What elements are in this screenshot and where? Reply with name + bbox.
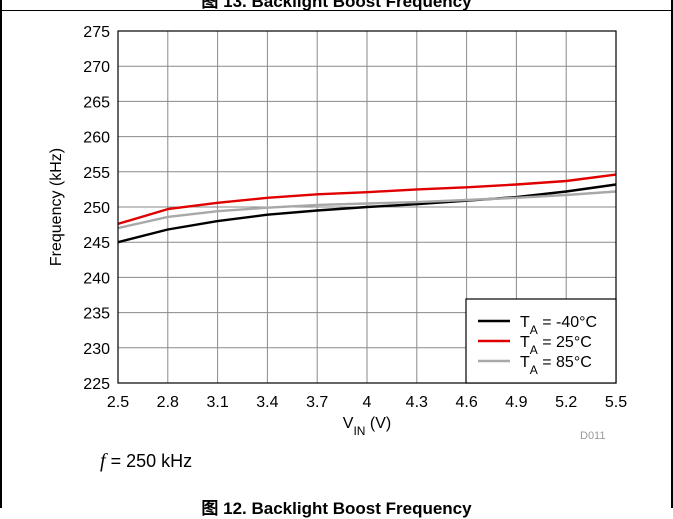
y-tick-label: 265: [83, 94, 110, 111]
x-axis-title: VIN (V): [343, 415, 391, 438]
x-tick-label: 5.2: [555, 394, 577, 411]
condition-note: f = 250 kHz: [100, 450, 192, 473]
x-tick-label: 4.3: [406, 394, 428, 411]
y-tick-label: 240: [83, 270, 110, 287]
y-tick-label: 235: [83, 306, 110, 323]
x-tick-label: 4.6: [455, 394, 477, 411]
legend-label-sub: A: [530, 363, 538, 377]
ticks-layer: 2.5 2.8 3.1 3.4 3.7 4 4.3 4.6 4.9 5.2 5.5 225 230 235…: [83, 24, 627, 411]
frame-left-border: [0, 0, 2, 508]
x-tick-label: 3.4: [256, 394, 278, 411]
x-tick-label: 2.5: [107, 394, 129, 411]
legend-label-main: T: [520, 314, 530, 331]
series-line: [117, 190, 617, 230]
x-axis-title-sub: IN: [353, 424, 365, 438]
x-tick-label: 3.7: [306, 394, 328, 411]
legend-label-sub: A: [530, 343, 538, 357]
y-tick-label: 270: [83, 59, 110, 76]
top-figure-caption: 图 13. Backlight Boost Frequency: [201, 0, 472, 11]
legend-label-sub: A: [530, 323, 538, 337]
x-axis-title-main: V: [343, 415, 354, 432]
x-tick-label: 3.1: [206, 394, 228, 411]
frequency-chart: 2.5 2.8 3.1 3.4 3.7 4 4.3 4.6 4.9 5.2 5.5 225 230 235…: [48, 24, 627, 438]
legend-label: TA = -40°C: [520, 314, 597, 337]
y-tick-label: 225: [83, 376, 110, 393]
x-axis-title-unit: (V): [365, 415, 391, 432]
x-tick-label: 4.9: [505, 394, 527, 411]
y-tick-label: 255: [83, 165, 110, 182]
plot-border: [117, 30, 617, 384]
series-layer: [117, 173, 617, 244]
series-line: [117, 183, 617, 244]
legend: TA = -40°CTA = 25°CTA = 85°C: [465, 298, 617, 384]
y-axis-title: Frequency (kHz): [48, 148, 65, 266]
y-tick-label: 260: [83, 130, 110, 147]
legend-label-rest: = -40°C: [538, 314, 597, 331]
x-tick-label: 4: [363, 394, 372, 411]
legend-label-main: T: [520, 354, 530, 371]
figure-code: D011: [580, 430, 606, 442]
series-line: [117, 173, 617, 226]
condition-symbol: f: [100, 450, 106, 472]
x-tick-label: 2.8: [157, 394, 179, 411]
x-tick-label: 5.5: [605, 394, 627, 411]
legend-label-main: T: [520, 334, 530, 351]
legend-label-rest: = 25°C: [538, 334, 592, 351]
condition-text: = 250 kHz: [105, 451, 193, 471]
bottom-figure-caption: 图 12. Backlight Boost Frequency: [201, 499, 472, 518]
y-tick-label: 250: [83, 200, 110, 217]
frame-top-border: [0, 10, 673, 11]
y-tick-label: 245: [83, 235, 110, 252]
frame-right-border: [671, 0, 673, 508]
legend-label: TA = 85°C: [520, 354, 592, 377]
y-tick-label: 230: [83, 341, 110, 358]
legend-label: TA = 25°C: [520, 334, 592, 357]
legend-label-rest: = 85°C: [538, 354, 592, 371]
y-tick-label: 275: [83, 24, 110, 41]
